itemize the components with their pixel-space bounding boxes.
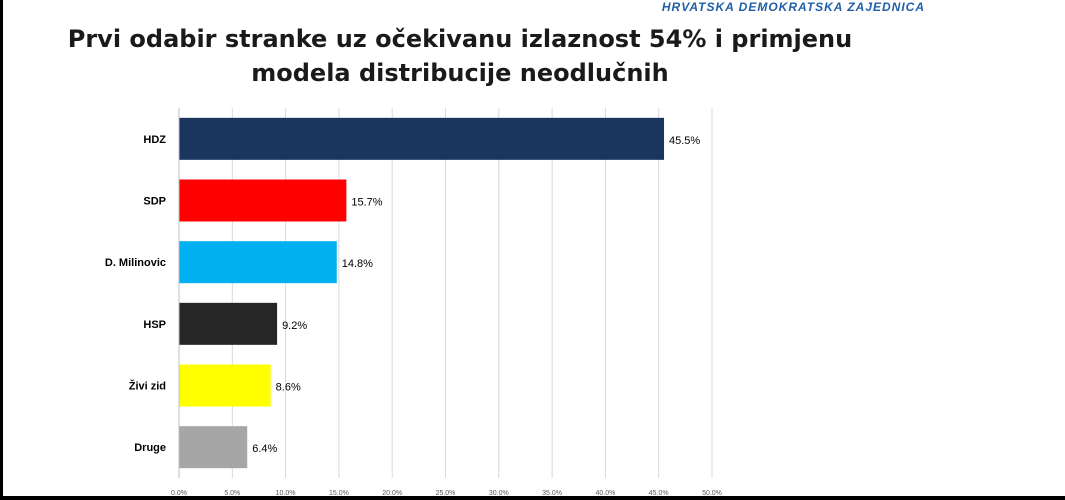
- x-tick-label-0: 0.0%: [171, 490, 187, 497]
- bar-5: [179, 426, 248, 469]
- chart-title-line-2: modela distribucije neodlučnih: [251, 59, 669, 87]
- value-label-0: 45.5%: [669, 135, 700, 147]
- x-tick-label-6: 30.0%: [489, 490, 509, 497]
- bottom-border: [0, 496, 1065, 500]
- value-label-2: 14.8%: [342, 258, 373, 270]
- bar-2: [179, 241, 337, 284]
- organization-name: HRVATSKA DEMOKRATSKA ZAJEDNICA: [661, 0, 925, 14]
- x-tick-label-8: 40.0%: [595, 490, 615, 497]
- x-tick-label-4: 20.0%: [382, 490, 402, 497]
- category-label-3: HSP: [143, 319, 166, 331]
- x-tick-label-10: 50.0%: [702, 490, 722, 497]
- category-label-0: HDZ: [143, 134, 166, 146]
- value-label-4: 8.6%: [276, 382, 301, 394]
- category-label-2: D. Milinovic: [105, 257, 166, 269]
- bar-3: [179, 302, 278, 345]
- x-tick-label-5: 25.0%: [436, 490, 456, 497]
- x-tick-label-2: 10.0%: [276, 490, 296, 497]
- left-border: [0, 0, 3, 500]
- chart-title-line-1: Prvi odabir stranke uz očekivanu izlazno…: [67, 25, 853, 53]
- value-label-1: 15.7%: [351, 197, 382, 209]
- x-tick-label-7: 35.0%: [542, 490, 562, 497]
- bar-0: [179, 117, 665, 160]
- value-label-5: 6.4%: [252, 443, 277, 455]
- category-label-4: Živi zid: [129, 380, 166, 393]
- bar-4: [179, 364, 271, 407]
- category-label-5: Druge: [134, 442, 166, 454]
- x-tick-label-3: 15.0%: [329, 490, 349, 497]
- value-label-3: 9.2%: [282, 320, 307, 332]
- chart-title: Prvi odabir stranke uz očekivanu izlazno…: [60, 22, 860, 90]
- x-tick-label-1: 5.0%: [224, 490, 240, 497]
- x-tick-label-9: 45.0%: [649, 490, 669, 497]
- category-label-1: SDP: [143, 196, 166, 208]
- bar-1: [179, 179, 347, 222]
